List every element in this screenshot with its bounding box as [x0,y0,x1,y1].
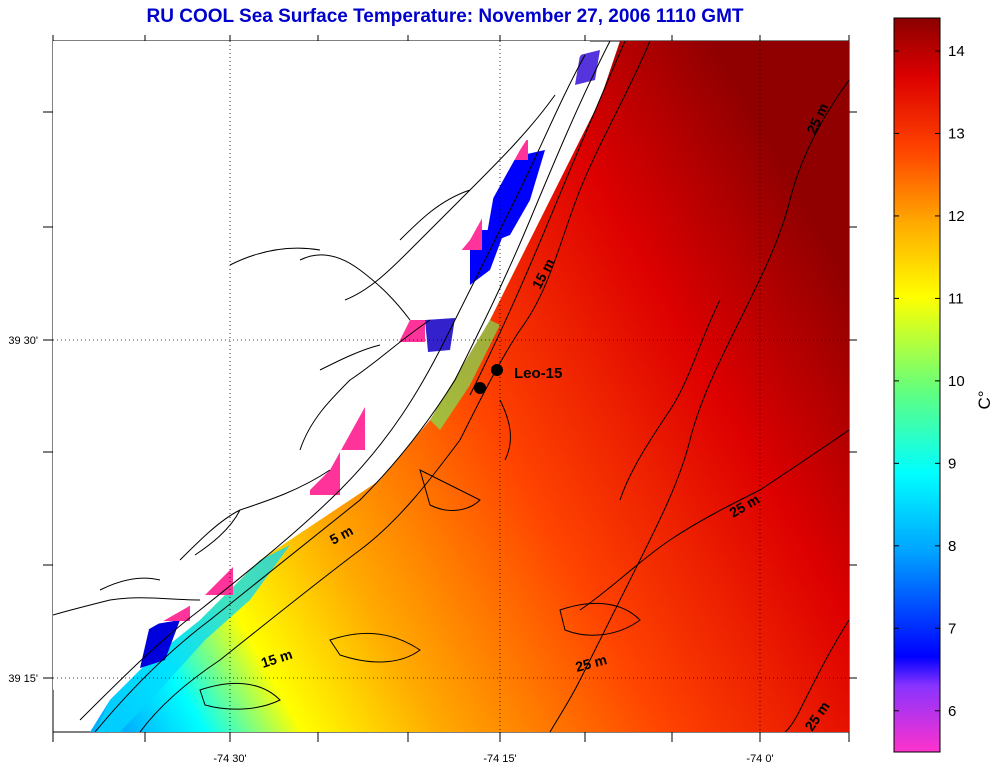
colorbar-tick-label: 10 [948,373,965,390]
land-mask [53,41,590,690]
map-title: RU COOL Sea Surface Temperature: Novembe… [146,6,744,27]
colorbar-tick-label: 11 [948,290,964,307]
colorbar: 6 7 8 9 10 11 12 13 14 C° [893,17,994,753]
colorbar-tick-label: 8 [948,538,956,555]
cold-inlet-patch-5 [575,50,600,85]
contour-label-25m-south: 25 m [574,651,609,675]
nearshore-green-band [430,320,500,430]
axis-ticks [43,35,857,742]
colorbar-tick-label: 9 [948,455,956,472]
colorbar-tick-label: 14 [948,43,965,60]
leo-15-markers: Leo-15 [474,364,562,394]
y-tick-label-1: 39 30' [8,335,38,347]
cold-inlet-patch-4 [140,620,180,668]
station-marker-1 [491,364,503,376]
colorbar-gradient [893,17,941,753]
colorbar-tick-label: 13 [948,125,965,142]
colorbar-tick-label: 6 [948,703,956,720]
bathymetry-contours [94,41,849,732]
colorbar-tick-label: 12 [948,208,965,225]
colorbar-tick-label: 7 [948,620,956,637]
nearshore-cold-band [95,545,290,732]
x-tick-label-3: -74 0' [746,753,773,765]
station-marker-2 [474,382,486,394]
sst-field [90,41,849,732]
x-tick-label-2: -74 15' [483,753,516,765]
cold-inlet-patch-3 [425,318,455,352]
station-label: Leo-15 [514,365,562,382]
coastline [53,54,586,721]
colorbar-ticks: 6 7 8 9 10 11 12 13 14 [894,43,965,720]
y-tick-label-2: 39 15' [8,673,38,685]
map-panel: 5 m 15 m 15 m 25 m 25 m 25 m 25 m Leo-1 [8,35,857,765]
colorbar-unit-label: C° [975,390,994,409]
map-gridlines [53,41,849,732]
x-tick-label-1: -74 30' [213,753,246,765]
